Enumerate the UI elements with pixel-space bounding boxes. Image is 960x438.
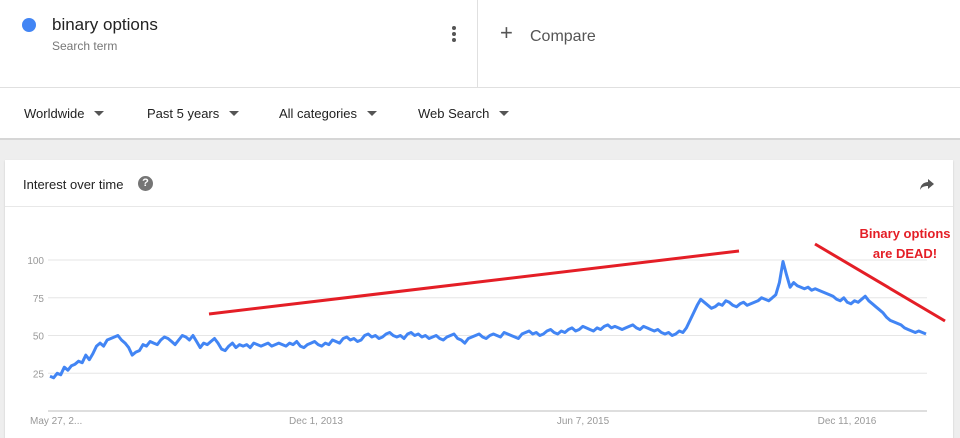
downtrend-annotation-line xyxy=(814,242,946,323)
uptrend-annotation-line xyxy=(208,249,740,316)
annotation-line-1: Binary options xyxy=(859,226,951,241)
compare-button[interactable]: + Compare xyxy=(478,0,960,88)
search-type-label: Web Search xyxy=(418,106,490,121)
y-tick-label: 50 xyxy=(33,332,45,343)
card-title: Interest over time xyxy=(23,177,124,192)
plus-icon: + xyxy=(500,20,513,45)
compare-label: Compare xyxy=(530,28,596,45)
search-type-dropdown[interactable]: Web Search xyxy=(418,106,510,121)
category-label: All categories xyxy=(279,106,358,121)
help-icon[interactable]: ? xyxy=(138,176,153,191)
dropdown-caret-icon xyxy=(229,111,240,116)
dropdown-caret-icon xyxy=(367,111,378,116)
region-label: Worldwide xyxy=(24,106,85,121)
dropdown-caret-icon xyxy=(94,111,105,116)
x-tick-label: Dec 1, 2013 xyxy=(289,416,343,427)
series-color-dot xyxy=(22,18,36,32)
search-term-card[interactable]: binary options Search term xyxy=(0,0,478,88)
time-range-label: Past 5 years xyxy=(147,106,220,121)
more-vert-icon[interactable] xyxy=(446,24,462,44)
series-line-binary-options xyxy=(49,260,927,380)
filter-bar: Worldwide Past 5 years All categories We… xyxy=(0,88,960,140)
card-divider xyxy=(5,206,953,207)
annotation-text: Binary options are DEAD! xyxy=(855,224,955,264)
x-tick-label: Dec 11, 2016 xyxy=(818,416,877,427)
search-term-name[interactable]: binary options xyxy=(52,15,158,34)
y-tick-label: 100 xyxy=(27,256,44,267)
x-tick-label: Jun 7, 2015 xyxy=(557,416,610,427)
region-dropdown[interactable]: Worldwide xyxy=(24,106,105,121)
search-term-bar: binary options Search term + Compare xyxy=(0,0,960,88)
annotation-line-2: are DEAD! xyxy=(872,246,938,261)
dropdown-caret-icon xyxy=(499,111,510,116)
interest-over-time-card: Interest over time ? xyxy=(5,160,953,438)
category-dropdown[interactable]: All categories xyxy=(279,106,378,121)
x-tick-label: May 27, 2... xyxy=(30,416,82,427)
share-icon[interactable] xyxy=(919,176,935,192)
search-term-subtitle: Search term xyxy=(52,39,118,53)
y-tick-label: 75 xyxy=(33,294,45,305)
y-tick-label: 25 xyxy=(33,369,45,380)
time-range-dropdown[interactable]: Past 5 years xyxy=(147,106,240,121)
